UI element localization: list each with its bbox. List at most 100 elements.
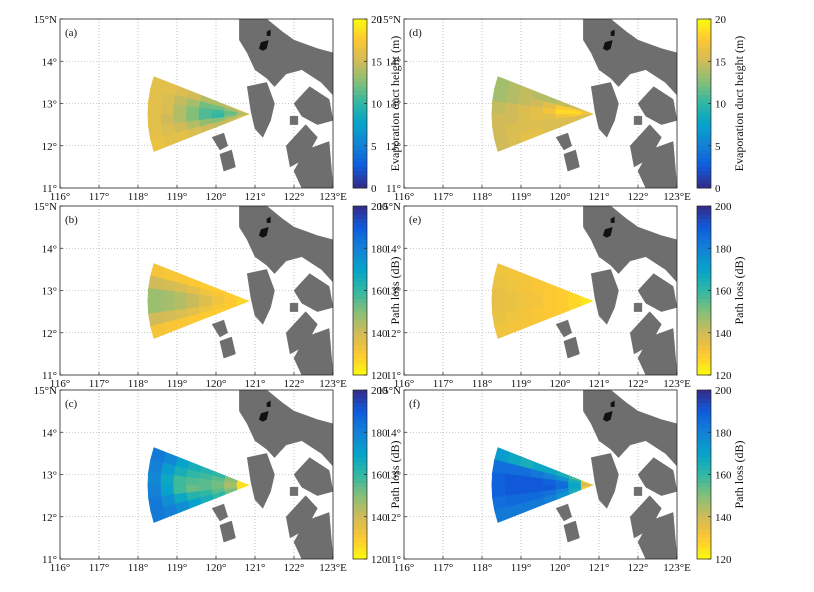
land-polygon (583, 19, 677, 96)
y-tick-label: 14° (42, 56, 57, 68)
colorbar-segment (697, 111, 711, 117)
colorbar-segment (697, 461, 711, 467)
colorbar-segment (353, 516, 367, 522)
colorbar-segment (697, 23, 711, 28)
colorbar-segment (697, 183, 711, 189)
colorbar-segment (353, 328, 367, 334)
colorbar-segment (353, 61, 367, 66)
colorbar-segment (697, 436, 711, 442)
colorbar-segment (353, 432, 367, 437)
land-polygon (239, 390, 333, 467)
colorbar-segment (697, 554, 711, 560)
y-tick-label: 14° (386, 56, 401, 68)
x-tick-label: 116° (50, 378, 71, 390)
colorbar-tick-label: 200 (715, 385, 732, 397)
colorbar-segment (353, 137, 367, 143)
colorbar-segment (697, 95, 711, 100)
colorbar-segment (353, 366, 367, 372)
heatmap-cell (529, 105, 544, 115)
colorbar-segment (697, 520, 711, 526)
colorbar-segment (697, 44, 711, 50)
land-polygon (289, 486, 299, 496)
colorbar-segment (697, 73, 711, 79)
x-tick-label: 116° (394, 191, 415, 203)
heatmap-cell (150, 506, 167, 523)
heatmap-cell (491, 113, 506, 128)
land-polygon (590, 269, 619, 325)
colorbar-segment (353, 206, 367, 211)
lake-polygon (602, 40, 613, 51)
colorbar-segment (697, 466, 711, 471)
colorbar-segment (353, 239, 367, 245)
heatmap-cell (529, 476, 544, 486)
land-polygon (211, 319, 228, 338)
colorbar-segment (353, 282, 367, 287)
colorbar-tick-label: 140 (715, 512, 732, 524)
colorbar-segment (353, 520, 367, 526)
colorbar-segment (353, 457, 367, 463)
colorbar-segment (697, 324, 711, 330)
lake-polygon (602, 411, 613, 422)
colorbar-segment (353, 19, 367, 24)
colorbar-segment (353, 69, 367, 75)
land-polygon (293, 457, 333, 496)
land-polygon (633, 486, 643, 496)
colorbar-segment (697, 423, 711, 429)
colorbar-segment (697, 398, 711, 404)
colorbar-segment (697, 508, 711, 514)
heatmap-cell (160, 289, 174, 302)
colorbar-segment (353, 175, 367, 181)
colorbar-segment (697, 158, 711, 164)
colorbar-tick-label: 15 (715, 56, 727, 68)
x-tick-label: 119° (167, 191, 188, 203)
land-polygon (555, 132, 572, 151)
colorbar: 0 5 10 15 20 Evaporation duct height (m) (352, 14, 402, 195)
land-polygon (583, 206, 677, 283)
colorbar-segment (697, 273, 711, 279)
map-panel-2: (c)116° 117° 118° 119° 120° 121° 122° 123°E11°1… (34, 385, 402, 574)
colorbar-segment (353, 504, 367, 509)
colorbar-segment (353, 269, 367, 275)
colorbar-segment (353, 82, 367, 88)
lake-polygon (266, 29, 271, 36)
land-polygon (211, 132, 228, 151)
colorbar-tick-label: 160 (715, 470, 732, 482)
land-mass (555, 390, 677, 559)
panel-label: (e) (409, 214, 422, 226)
x-tick-label: 117° (89, 562, 110, 574)
colorbar-segment (697, 162, 711, 168)
heatmap-cell (491, 101, 506, 115)
colorbar-segment (353, 542, 367, 547)
colorbar-segment (697, 336, 711, 342)
colorbar-segment (697, 65, 711, 71)
x-tick-label: 122° (284, 562, 305, 574)
colorbar-segment (353, 415, 367, 421)
x-tick-label: 119° (167, 378, 188, 390)
land-polygon (590, 453, 619, 509)
colorbar-segment (353, 294, 367, 300)
map-panel-3: (d) 116° 117° 118° 119° 120° 121° 122° 123°E 11° 1… (378, 14, 746, 203)
colorbar-segment (353, 107, 367, 113)
colorbar-segment (353, 158, 367, 164)
colorbar-segment (697, 419, 711, 425)
colorbar-segment (697, 124, 711, 130)
colorbar-tick-label: 140 (371, 328, 388, 340)
colorbar-segment (353, 394, 367, 399)
x-tick-label: 122° (628, 378, 649, 390)
colorbar-segment (353, 73, 367, 79)
colorbar-tick-label: 20 (715, 14, 727, 26)
x-tick-label: 121° (245, 562, 266, 574)
colorbar-segment (697, 256, 711, 262)
colorbar-segment (697, 282, 711, 287)
colorbar-segment (697, 40, 711, 45)
heatmap-cell (491, 288, 506, 302)
heatmap-cell (150, 322, 167, 339)
colorbar-segment (697, 175, 711, 181)
colorbar-segment (697, 133, 711, 138)
y-tick-label: 12° (42, 141, 57, 153)
heatmap-cell (494, 135, 511, 152)
colorbar-segment (697, 99, 711, 104)
lake-polygon (258, 411, 269, 422)
colorbar: 120 140 160 180 200 Path loss (dB) (696, 385, 746, 566)
colorbar-tick-label: 180 (715, 243, 732, 255)
